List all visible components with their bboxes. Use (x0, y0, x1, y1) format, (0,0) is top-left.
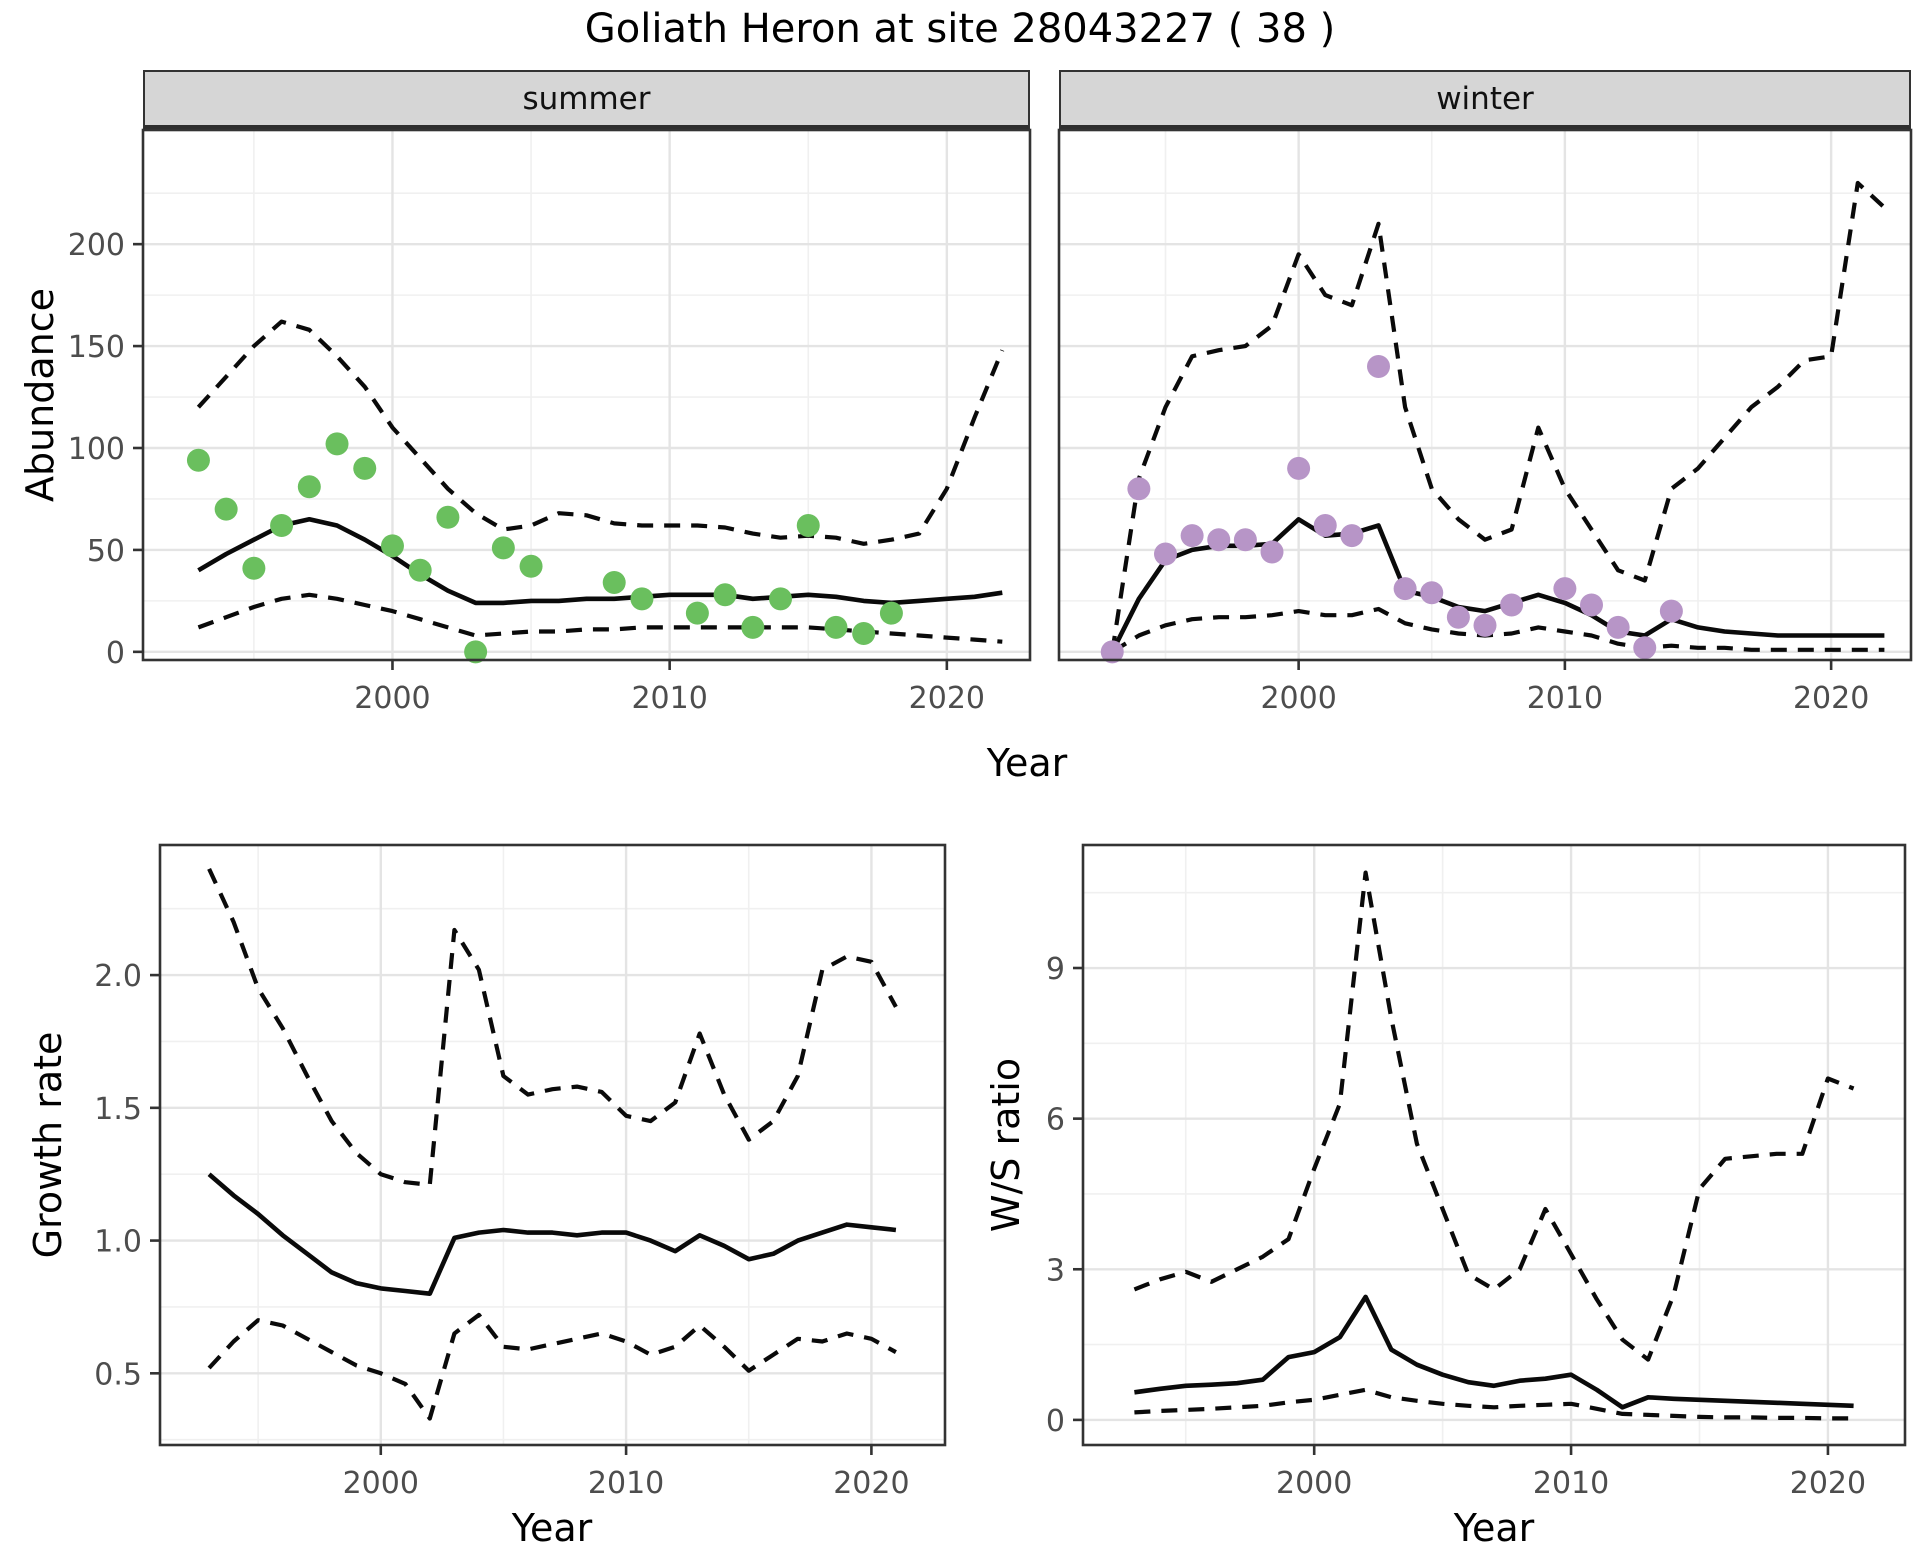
data-point (1100, 640, 1124, 664)
panel-background (1059, 130, 1911, 660)
data-point (879, 601, 903, 625)
y-tick-label: 0 (106, 636, 125, 671)
panel-winter: 2000 2010 2020 (1057, 128, 1913, 716)
series-lower-ci (207, 1312, 897, 1421)
data-point (1207, 528, 1231, 552)
data-point (1473, 613, 1497, 637)
data-point (380, 534, 404, 558)
panel-background (1083, 845, 1905, 1445)
facet-label-summer: summer (522, 80, 651, 117)
panel-border (141, 128, 1032, 662)
data-point (1553, 577, 1577, 601)
series-lower-ci (1134, 1387, 1854, 1421)
data-point (436, 505, 460, 529)
series-fit-median (197, 517, 1003, 606)
panel-border (1057, 128, 1913, 662)
data-point (1393, 577, 1417, 601)
chart-title: Goliath Heron at site 28043227 ( 38 ) (584, 6, 1336, 52)
data-point (713, 583, 737, 607)
data-point (1367, 354, 1390, 378)
data-point (1500, 593, 1524, 617)
x-tick-label: 2010 (1527, 681, 1603, 716)
data-point (1446, 605, 1470, 629)
panel-background (143, 130, 1030, 660)
x-tick-label: 2020 (1790, 1466, 1866, 1501)
data-point (824, 615, 848, 639)
data-point (1287, 456, 1311, 480)
data-point (214, 497, 238, 521)
panel-ws: 2000 2010 2020 0 3 6 9 (1046, 843, 1907, 1501)
panel-growth: 2000 2010 2020 0.5 1.0 1.5 2.0 (94, 843, 947, 1501)
y-tick-label: 9 (1046, 952, 1065, 987)
data-point (491, 536, 515, 560)
y-tick-label: 100 (68, 432, 125, 467)
data-point (1180, 524, 1204, 548)
data-point (1127, 477, 1151, 501)
data-point (796, 513, 820, 537)
data-point (1233, 528, 1257, 552)
data-point (602, 571, 626, 595)
data-point (1606, 615, 1630, 639)
x-tick-label: 2000 (1260, 681, 1336, 716)
panel-border (158, 843, 947, 1447)
y-tick-label: 2.0 (94, 959, 142, 994)
data-point (852, 622, 876, 645)
x-tick-label: 2010 (1533, 1466, 1609, 1501)
panel-background (160, 845, 945, 1445)
data-point (408, 558, 432, 582)
panel-summer: 2000 2010 2020 0 50 100 150 200 (68, 128, 1032, 716)
data-point (630, 587, 654, 611)
data-point (242, 556, 266, 580)
data-point (353, 456, 377, 480)
x-tick-label: 2020 (833, 1466, 909, 1501)
x-tick-label: 2020 (909, 681, 985, 716)
y-tick-label: 150 (68, 330, 125, 365)
x-tick-label: 2020 (1793, 681, 1869, 716)
data-point (325, 432, 349, 456)
series-upper-ci (207, 868, 898, 1187)
data-point (1340, 524, 1364, 548)
data-point (1154, 542, 1177, 566)
y-tick-label: 1.0 (94, 1225, 142, 1260)
y-tick-label: 200 (68, 228, 125, 263)
data-point (519, 554, 543, 578)
data-point (1260, 540, 1284, 564)
ws-x-axis-title: Year (1453, 1506, 1535, 1550)
data-point (769, 587, 793, 611)
growth-x-axis-title: Year (511, 1506, 593, 1550)
y-tick-label: 1.5 (94, 1092, 142, 1127)
series-upper-ci (1110, 180, 1886, 653)
data-point (1633, 636, 1657, 660)
y-tick-label: 6 (1046, 1103, 1065, 1138)
y-tick-label: 0 (1046, 1404, 1065, 1439)
y-tick-label: 0.5 (94, 1357, 142, 1392)
x-tick-label: 2000 (343, 1466, 419, 1501)
series-lower-ci (1111, 606, 1885, 654)
x-tick-label: 2010 (588, 1466, 664, 1501)
x-tick-label: 2010 (631, 681, 707, 716)
data-point (685, 601, 709, 625)
data-point (1313, 513, 1337, 537)
data-point (297, 475, 321, 499)
facet-label-winter: winter (1436, 80, 1534, 117)
data-point (186, 448, 210, 472)
data-point (270, 513, 294, 537)
x-tick-label: 2000 (1276, 1466, 1352, 1501)
data-point (1420, 581, 1444, 605)
y-tick-label: 3 (1046, 1253, 1065, 1288)
facet-strip-winter: winter (1059, 70, 1911, 132)
x-tick-label: 2000 (354, 681, 430, 716)
top-x-axis-title: Year (986, 741, 1068, 785)
data-point (1580, 593, 1603, 617)
data-point (464, 640, 488, 664)
facet-strip-summer: summer (143, 70, 1030, 132)
panel-border (1081, 843, 1907, 1447)
data-point (1659, 599, 1683, 623)
y-tick-label: 50 (87, 534, 125, 569)
series-fit-median (1134, 1294, 1854, 1410)
data-point (741, 615, 765, 639)
series-fit-median (207, 1172, 897, 1296)
